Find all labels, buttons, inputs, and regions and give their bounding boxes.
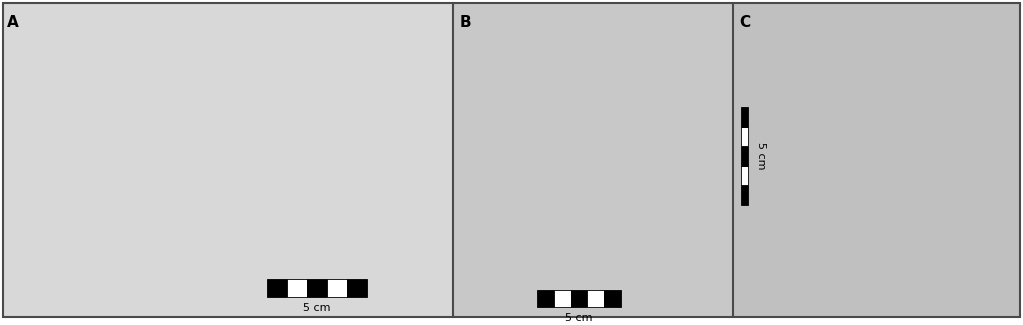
Bar xyxy=(3,3,452,317)
Bar xyxy=(605,290,621,307)
Bar xyxy=(267,279,287,297)
Text: C: C xyxy=(740,15,751,30)
Text: 5 cm: 5 cm xyxy=(756,142,766,170)
Bar xyxy=(741,185,748,205)
Bar xyxy=(741,107,748,127)
Bar xyxy=(553,290,571,307)
Bar xyxy=(327,279,347,297)
Bar xyxy=(741,127,748,146)
Bar xyxy=(571,290,587,307)
Text: A: A xyxy=(7,15,18,30)
Bar xyxy=(287,279,307,297)
Bar xyxy=(733,3,1020,317)
Text: 5 cm: 5 cm xyxy=(566,313,592,323)
Bar xyxy=(307,279,327,297)
Bar xyxy=(347,279,367,297)
Bar xyxy=(741,166,748,185)
Bar xyxy=(587,290,605,307)
Text: B: B xyxy=(459,15,471,30)
Text: 5 cm: 5 cm xyxy=(304,303,330,313)
Bar xyxy=(452,3,733,317)
Bar xyxy=(741,146,748,166)
Bar xyxy=(537,290,553,307)
